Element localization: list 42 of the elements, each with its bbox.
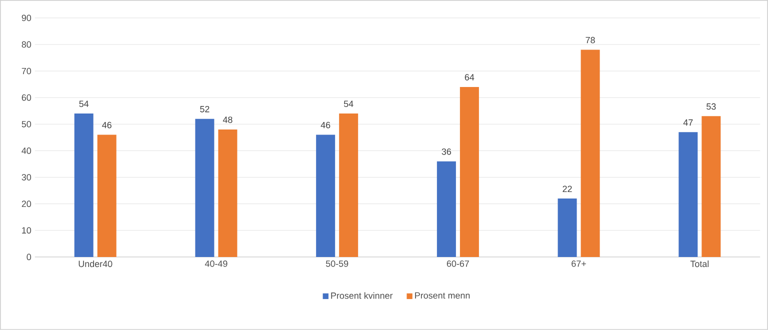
data-label: 78 xyxy=(586,36,595,44)
x-tick-label: 50-59 xyxy=(326,260,348,267)
bar xyxy=(460,87,479,258)
bar xyxy=(339,114,358,258)
legend-label: Prosent kvinner xyxy=(331,292,393,299)
bar xyxy=(678,132,698,258)
data-label: 54 xyxy=(344,100,354,108)
bar xyxy=(580,50,600,258)
x-tick-label: Under40 xyxy=(78,260,112,268)
x-tick-label: Total xyxy=(690,260,709,268)
data-label: 64 xyxy=(464,74,474,81)
y-tick-label: 80 xyxy=(22,41,32,48)
bar xyxy=(316,134,336,258)
data-label: 46 xyxy=(320,122,330,128)
bar xyxy=(74,114,94,258)
bar xyxy=(97,134,116,258)
bar xyxy=(558,198,577,258)
y-tick-label: 20 xyxy=(22,200,32,208)
y-tick-label: 0 xyxy=(26,254,32,260)
y-tick-label: 70 xyxy=(22,68,32,74)
y-tick-label: 90 xyxy=(22,14,32,22)
data-label: 53 xyxy=(706,103,716,110)
data-label: 47 xyxy=(683,119,693,126)
x-tick-label: 60-67 xyxy=(446,260,469,267)
y-tick-label: 50 xyxy=(22,121,32,128)
legend-label: Prosent menn xyxy=(415,292,470,299)
y-tick-label: 30 xyxy=(22,174,32,181)
data-label: 48 xyxy=(222,116,232,124)
data-label: 54 xyxy=(79,100,89,108)
bar xyxy=(702,116,721,258)
data-label: 52 xyxy=(200,106,210,112)
bar xyxy=(195,118,214,258)
data-label: 36 xyxy=(442,148,452,155)
x-tick-label: 40-49 xyxy=(204,260,228,267)
x-tick-label: 67+ xyxy=(572,260,586,267)
bar xyxy=(218,130,238,258)
data-label: 22 xyxy=(562,186,572,192)
y-tick-label: 40 xyxy=(22,148,32,154)
y-tick-label: 60 xyxy=(22,94,32,101)
data-label: 46 xyxy=(102,122,112,128)
bar xyxy=(436,161,456,258)
y-tick-label: 10 xyxy=(22,227,32,234)
